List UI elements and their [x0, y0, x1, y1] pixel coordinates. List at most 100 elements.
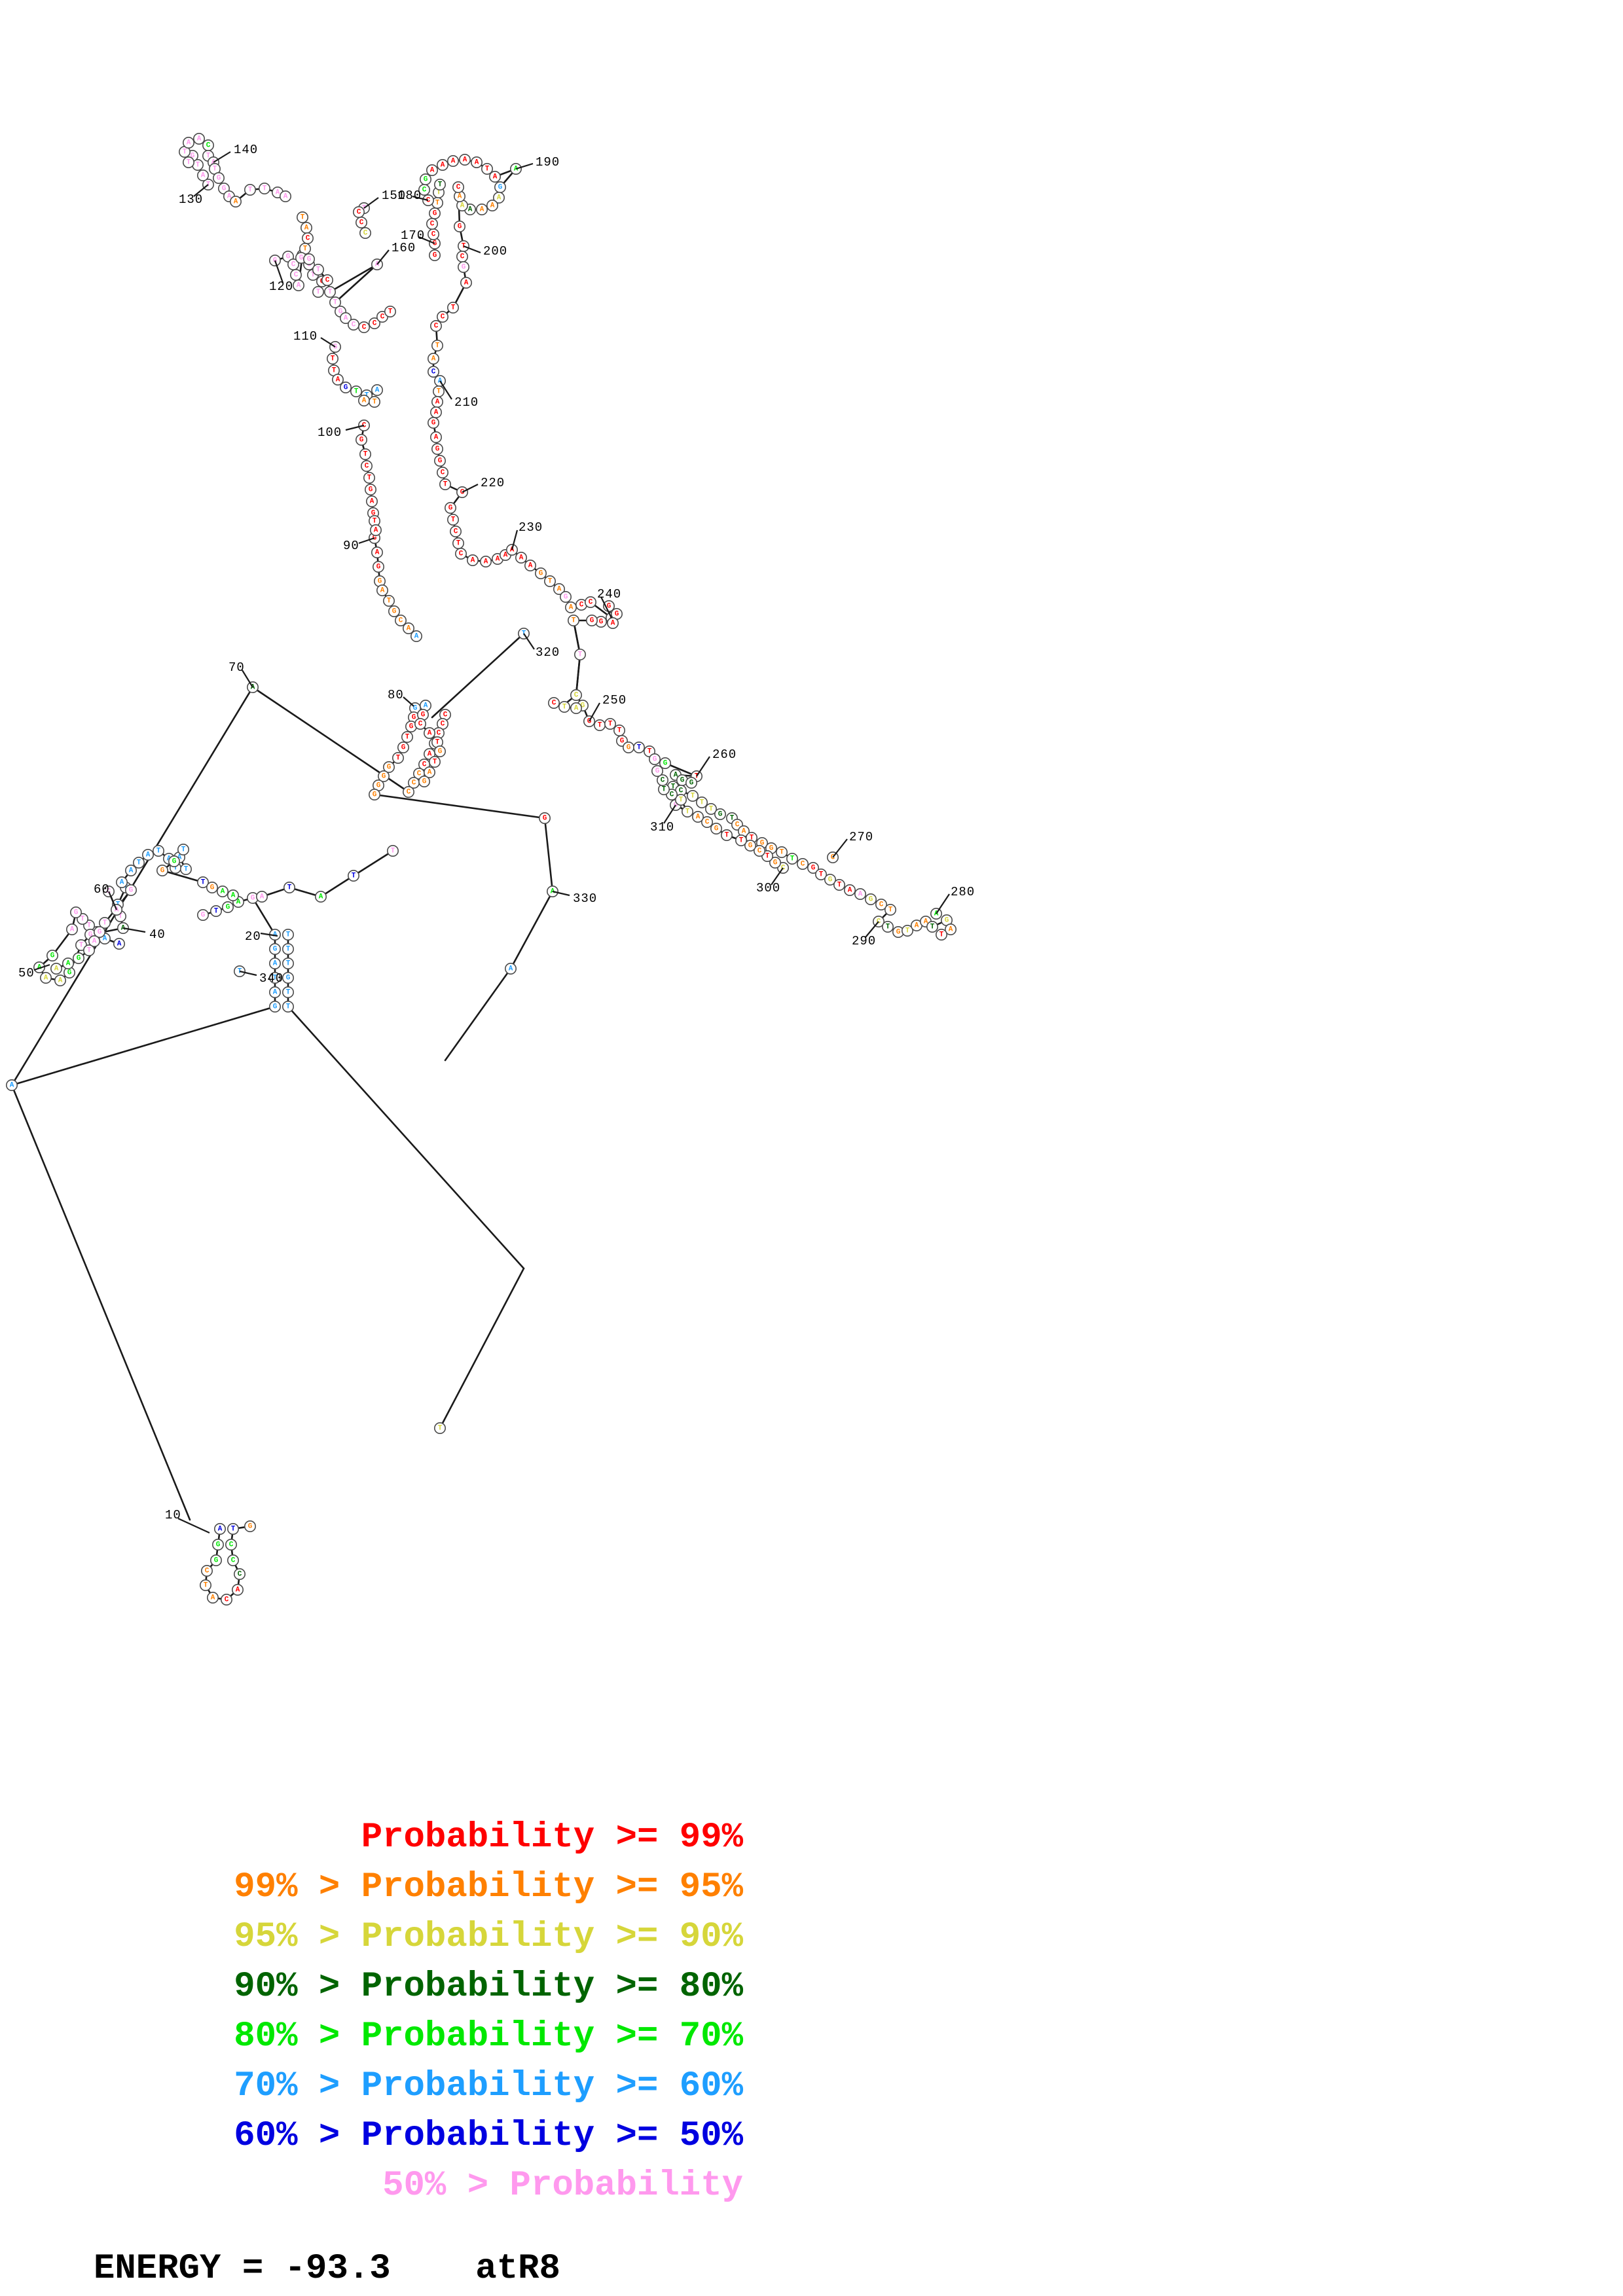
- position-label: 300: [756, 881, 780, 895]
- nucleotide-base-letter: C: [459, 550, 464, 558]
- nucleotide-base-letter: G: [369, 486, 373, 494]
- nucleotide: C: [357, 321, 370, 333]
- nucleotide-circle: [125, 865, 137, 877]
- nucleotide-base-letter: A: [146, 852, 151, 859]
- nucleotide-base-letter: C: [670, 791, 674, 799]
- nucleotide-base-letter: A: [375, 387, 380, 395]
- nucleotide: T: [593, 719, 606, 732]
- nucleotide-base-letter: A: [510, 547, 515, 554]
- nucleotide: A: [357, 394, 370, 406]
- nucleotide-base-letter: T: [187, 159, 191, 167]
- nucleotide: G: [339, 381, 352, 393]
- nucleotide: T: [178, 146, 191, 158]
- nucleotide: G: [368, 789, 380, 801]
- nucleotide-circle: [66, 924, 79, 936]
- backbone-segment: [251, 897, 276, 936]
- nucleotide: A: [314, 891, 327, 903]
- nucleotide: T: [833, 879, 846, 891]
- nucleotide-base-letter: T: [438, 1425, 443, 1433]
- nucleotide: T: [368, 395, 380, 408]
- nucleotide-base-letter: G: [458, 223, 462, 231]
- nucleotide-base-letter: C: [579, 601, 584, 609]
- nucleotide: T: [282, 986, 294, 999]
- nucleotide-base-letter: T: [750, 834, 754, 842]
- nucleotide-base-letter: G: [773, 859, 778, 867]
- nucleotide-base-letter: T: [287, 884, 292, 892]
- nucleotide-base-letter: A: [260, 893, 264, 901]
- nucleotide: G: [744, 840, 757, 852]
- nucleotide-base-letter: G: [680, 777, 685, 785]
- nucleotide-circle: [721, 829, 733, 842]
- nucleotide: G: [685, 777, 698, 789]
- nucleotide-base-letter: G: [191, 152, 195, 160]
- nucleotide-base-letter: C: [325, 277, 330, 285]
- position-label: 120: [269, 279, 293, 294]
- nucleotide: G: [457, 260, 469, 273]
- nucleotide: T: [432, 385, 445, 397]
- nucleotide-base-letter: C: [574, 692, 579, 700]
- position-leader-line: [439, 380, 452, 400]
- nucleotide-base-letter: A: [283, 193, 288, 201]
- nucleotide: A: [492, 191, 505, 204]
- nucleotide-base-letter: A: [54, 965, 59, 973]
- nucleotide-base-letter: G: [338, 308, 343, 316]
- position-label: 150: [382, 188, 406, 203]
- nucleotide-circle: [368, 789, 380, 801]
- nucleotide: T: [735, 834, 748, 847]
- nucleotide-base-letter: C: [407, 789, 411, 797]
- nucleotide-base-letter: A: [103, 935, 107, 943]
- nucleotide: T: [431, 339, 443, 351]
- nucleotide-base-letter: A: [484, 558, 488, 566]
- nucleotide-base-letter: G: [160, 867, 165, 875]
- nucleotide-circle: [312, 263, 324, 276]
- nucleotide-base-letter: T: [81, 916, 85, 924]
- nucleotide-base-letter: A: [742, 828, 746, 836]
- nucleotide-base-letter: A: [451, 158, 456, 166]
- nucleotide-base-letter: A: [528, 562, 533, 570]
- nucleotide: T: [884, 904, 897, 916]
- nucleotide: T: [282, 1001, 294, 1013]
- position-leader-line: [122, 927, 146, 933]
- nucleotide-circle: [339, 312, 352, 324]
- nucleotide-base-letter: T: [780, 849, 784, 857]
- nucleotide-base-letter: A: [434, 434, 439, 442]
- position-label-layer: 10 20 40 50 60 70 80 90 100 110 120 130 140 150 160170…: [18, 143, 974, 1534]
- nucleotide-base-letter: G: [286, 975, 291, 982]
- nucleotide-base-letter: A: [319, 893, 323, 901]
- nucleotide: A: [339, 312, 352, 324]
- nucleotide: T: [902, 925, 914, 937]
- nucleotide-base-letter: T: [451, 516, 456, 524]
- nucleotide: C: [427, 228, 439, 240]
- nucleotide-base-letter: T: [137, 859, 141, 867]
- nucleotide-base-letter: C: [206, 142, 211, 150]
- nucleotide: G: [168, 855, 180, 868]
- nucleotide: A: [192, 133, 205, 145]
- nucleotide-base-letter: C: [359, 219, 364, 227]
- nucleotide-base-letter: T: [303, 245, 308, 253]
- nucleotide: A: [606, 617, 619, 629]
- nucleotide-base-letter: C: [831, 854, 835, 862]
- nucleotide-base-letter: T: [437, 388, 441, 396]
- nucleotide-base-letter: G: [543, 815, 547, 823]
- nucleotide-circle: [39, 972, 52, 984]
- nucleotide-base-letter: A: [424, 702, 428, 710]
- nucleotide: T: [428, 756, 441, 768]
- nucleotide-base-letter: A: [177, 854, 182, 862]
- nucleotide-circle: [339, 381, 352, 393]
- nucleotide-base-letter: A: [414, 633, 419, 641]
- nucleotide-base-letter: T: [765, 853, 770, 861]
- nucleotide: C: [360, 459, 373, 472]
- nucleotide: G: [244, 1520, 256, 1533]
- nucleotide-circle: [481, 163, 493, 175]
- nucleotide-base-letter: C: [441, 314, 445, 321]
- nucleotide-circle: [382, 594, 395, 607]
- nucleotide: G: [659, 757, 671, 770]
- position-leader-line: [663, 804, 676, 824]
- nucleotide-circle: [402, 786, 414, 798]
- nucleotide: A: [279, 190, 291, 202]
- nucleotide-base-letter: C: [399, 617, 403, 625]
- nucleotide-circle: [884, 904, 897, 916]
- nucleotide: A: [229, 195, 242, 207]
- nucleotide-base-letter: G: [273, 946, 278, 954]
- nucleotide-base-letter: G: [627, 744, 631, 752]
